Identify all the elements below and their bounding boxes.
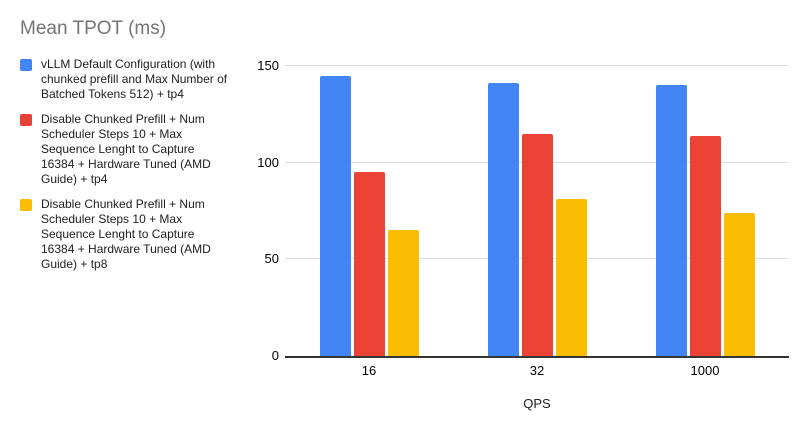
bar: [723, 212, 755, 356]
y-axis-tick-label: 0: [271, 348, 279, 363]
legend-label: Disable Chunked Prefill + Num Scheduler …: [41, 112, 211, 186]
legend-swatch-icon: [20, 199, 32, 211]
bar: [521, 133, 553, 356]
legend-label: vLLM Default Configuration (with chunked…: [41, 57, 228, 101]
y-axis-tick-label: 50: [264, 251, 279, 267]
bar: [689, 135, 721, 356]
legend-swatch-icon: [20, 114, 32, 126]
x-axis-tick-labels: 16 32 1000: [285, 363, 789, 378]
legend-item: Disable Chunked Prefill + Num Scheduler …: [20, 197, 228, 272]
legend-label: Disable Chunked Prefill + Num Scheduler …: [41, 197, 211, 271]
bar: [655, 85, 687, 356]
x-axis-title: QPS: [523, 396, 551, 411]
y-axis-tick-label: 150: [257, 58, 279, 73]
bar-group: [621, 66, 789, 356]
legend: vLLM Default Configuration (with chunked…: [20, 57, 228, 282]
bar: [319, 75, 351, 356]
y-axis-tick-labels: 0 50 100 150: [0, 58, 279, 363]
x-axis-tick-label: 32: [529, 363, 545, 378]
legend-item: Disable Chunked Prefill + Num Scheduler …: [20, 112, 228, 187]
bar: [487, 83, 519, 356]
bar: [353, 172, 385, 356]
legend-swatch-icon: [20, 59, 32, 71]
bar: [555, 199, 587, 356]
y-axis-tick-label: 100: [257, 154, 279, 170]
bar-groups: [285, 66, 789, 356]
bar-group: [453, 66, 621, 356]
bar: [387, 230, 419, 356]
plot-area: [285, 65, 789, 358]
bar-group: [285, 66, 453, 356]
legend-item: vLLM Default Configuration (with chunked…: [20, 57, 228, 102]
gridline: [285, 65, 789, 66]
chart-title: Mean TPOT (ms): [20, 18, 167, 39]
x-axis-tick-label: 16: [361, 363, 377, 378]
x-axis-tick-label: 1000: [690, 363, 720, 378]
